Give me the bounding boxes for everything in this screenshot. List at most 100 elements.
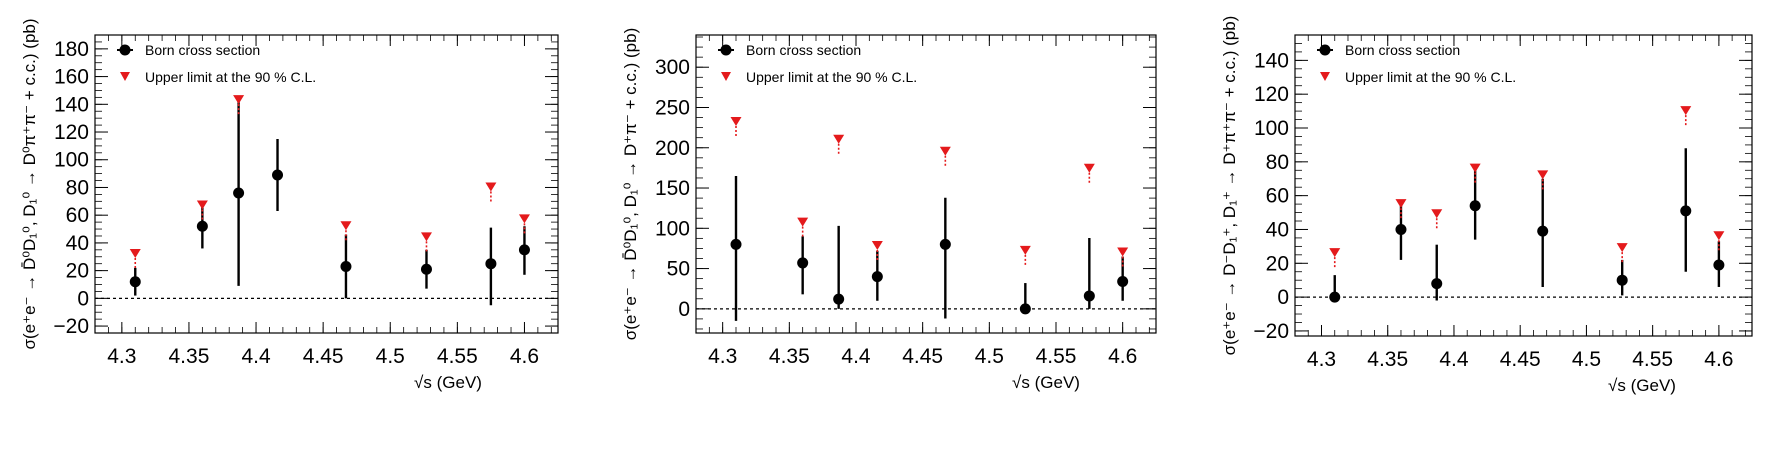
x-tick-label: 4.55 [1632,348,1673,371]
y-tick-label: 100 [54,149,89,172]
y-tick-label: 120 [54,121,89,144]
x-tick-label: 4.3 [708,345,737,368]
born-point [833,293,845,305]
legend-marker-born [1319,44,1331,56]
plot-frame [1294,34,1753,337]
upper-limit-point [1537,170,1549,180]
chart-svg-1: −20 0 20 40 60 80 100 120 140 160 180 4.3 4.35 4.4 4.4… [20,18,559,392]
y-tick-label: 160 [54,66,89,89]
y-axis-label: σ(e⁺e⁻ → D̄⁰D₁⁰, D₁⁰ → D⁰π⁺π⁻ + c.c.) (p… [20,18,39,349]
upper-limit-point [1431,209,1443,219]
born-point [939,238,951,250]
legend-marker-upper-limit [1320,72,1330,81]
chart-svg-3: −20 0 20 40 60 80 100 120 140 4.3 4.35 4.4 4.45 4.5 4.… [1220,16,1753,395]
upper-limit-point [871,241,883,251]
born-point [1083,290,1095,302]
upper-limit-point [1019,245,1031,255]
born-point [871,271,883,283]
legend-label-upper-limit: Upper limit at the 90 % C.L. [746,69,917,85]
legend-marker-born [119,44,131,56]
x-tick-label: 4.6 [1704,348,1733,371]
x-tick-label: 4.4 [841,345,871,368]
plot-frame [94,34,559,334]
x-tick-label: 4.4 [241,345,271,368]
x-tick-label: 4.35 [769,345,810,368]
y-tick-label: −20 [53,315,89,338]
y-tick-label: 20 [66,260,89,283]
legend-label-born: Born cross section [746,42,861,58]
x-tick-label: 4.55 [437,345,478,368]
legend-label-upper-limit: Upper limit at the 90 % C.L. [145,69,316,85]
chart-panel-2: 0 50 100 150 200 250 300 4.3 4.35 4.4 4.45 4.5 4.55 4… [596,0,1192,473]
y-tick-label: 40 [1266,218,1289,241]
y-tick-label: 20 [1266,252,1289,275]
y-tick-label: 80 [1266,151,1289,174]
born-point [1329,291,1341,303]
upper-limit-point [1713,231,1725,241]
y-tick-label: 100 [1254,117,1289,140]
born-point [420,263,432,275]
born-point [797,257,809,269]
y-tick-label: 0 [1277,286,1289,309]
legend-marker-born [720,44,732,56]
legend: Born cross section Upper limit at the 90 … [718,42,917,85]
y-tick-label: 150 [655,177,690,200]
born-point [1019,303,1031,315]
upper-limit-point [939,146,951,156]
y-tick-label: 300 [655,56,690,79]
upper-limit-point [196,200,208,210]
born-point [1117,275,1129,287]
y-tick-label: 60 [66,204,89,227]
legend-label-born: Born cross section [1345,42,1460,58]
upper-limit-point [129,248,141,258]
born-point [1395,223,1407,235]
x-tick-label: 4.5 [1572,348,1601,371]
y-tick-label: 40 [66,232,89,255]
y-tick-label: −20 [1253,320,1289,343]
born-point [1680,205,1692,217]
upper-limit-point [730,116,742,126]
y-tick-label: 50 [667,258,690,281]
x-axis-label: √s (GeV) [1608,376,1676,395]
y-tick-label: 60 [1266,185,1289,208]
y-tick-label: 0 [77,287,89,310]
upper-limit-point [797,217,809,227]
born-point [518,244,530,256]
x-tick-label: 4.3 [1307,348,1336,371]
y-tick-label: 100 [655,217,690,240]
upper-limit-point [1469,163,1481,173]
x-tick-label: 4.45 [1500,348,1541,371]
y-tick-label: 0 [678,298,690,321]
upper-limit-point [420,232,432,242]
born-point [272,169,284,181]
born-point [1469,200,1481,212]
legend: Born cross section Upper limit at the 90 … [117,42,316,85]
born-point [1713,259,1725,271]
x-tick-label: 4.5 [376,345,405,368]
x-tick-label: 4.6 [510,345,539,368]
upper-limit-point [1395,199,1407,209]
y-tick-label: 140 [54,93,89,116]
born-point [1431,278,1443,290]
upper-limit-point [340,221,352,231]
chart-svg-2: 0 50 100 150 200 250 300 4.3 4.35 4.4 4.45 4.5 4.55 4… [621,28,1157,392]
x-tick-label: 4.45 [902,345,943,368]
born-point [340,260,352,272]
upper-limit-point [233,95,245,105]
born-point [233,187,245,199]
x-tick-label: 4.5 [975,345,1004,368]
born-point [129,276,141,288]
x-tick-label: 4.55 [1036,345,1077,368]
y-tick-label: 250 [655,96,690,119]
y-axis-label: σ(e⁺e⁻ → D̄⁰D₁⁰, D₁⁰ → D⁺π⁻ + c.c.) (pb) [621,28,640,340]
x-tick-label: 4.35 [1367,348,1408,371]
upper-limit-point [518,214,530,224]
x-axis-label: √s (GeV) [1012,373,1080,392]
born-point [485,258,497,270]
upper-limit-point [833,134,845,144]
x-tick-label: 4.35 [169,345,210,368]
legend-label-born: Born cross section [145,42,260,58]
legend-marker-upper-limit [721,72,731,81]
upper-limit-point [1680,106,1692,116]
born-point [196,220,208,232]
